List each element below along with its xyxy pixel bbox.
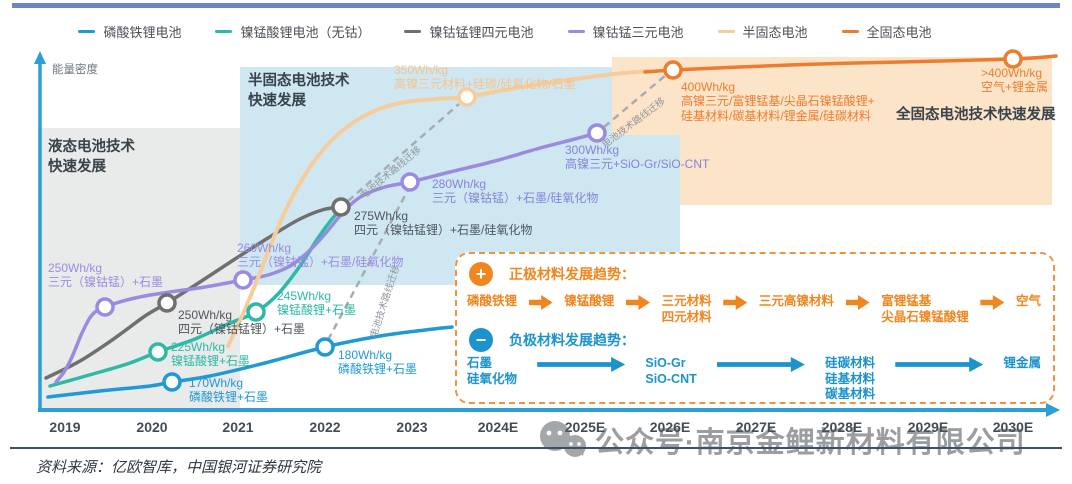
- series-ternary: [54, 131, 599, 384]
- trend-step: 空气: [1015, 294, 1041, 308]
- legend-label: 半固态电池: [742, 25, 808, 40]
- series-lfp-marker: [315, 337, 335, 357]
- chart-legend: 磷酸铁锂电池 镍锰酸锂电池（无钴） 镍钴锰锂四元电池 镍钴锰三元电池 半固态电池 全固态电…: [0, 22, 1010, 41]
- legend-swatch-icon: [404, 29, 422, 34]
- migration-dashed-line: [603, 74, 667, 128]
- legend-label: 全固态电池: [866, 25, 932, 40]
- series-ternary-marker: [233, 270, 253, 290]
- plus-icon: +: [469, 262, 493, 286]
- trend-step: 锂金属: [1003, 356, 1041, 370]
- legend-swatch-icon: [215, 29, 233, 34]
- migration-dashed-line: [326, 189, 410, 341]
- trend-step: 磷酸铁锂: [467, 294, 518, 308]
- series-solid-marker: [1003, 49, 1023, 69]
- series-quaternary-marker: [331, 197, 351, 217]
- cathode-trend-title: 正极材料发展趋势：: [509, 266, 635, 282]
- legend-swatch-icon: [567, 29, 585, 34]
- trend-step: 三元材料 四元材料: [661, 294, 712, 324]
- trend-arrow-icon: [723, 295, 748, 310]
- anode-trend-row: 石墨 硅氧化物 SiO-Gr SiO-CNT 硅碳材料 硅基材料 碳基材料 锂金属: [467, 356, 1041, 403]
- watermark: 公众号·南京金鲤新材料有限公司: [537, 419, 1026, 461]
- legend-item: 磷酸铁锂电池: [78, 22, 181, 41]
- series-lfp-marker: [162, 372, 182, 392]
- legend-label: 磷酸铁锂电池: [103, 25, 182, 40]
- source-divider: [10, 447, 1062, 449]
- x-axis-arrow: [1046, 403, 1060, 417]
- trend-arrow-icon: [528, 295, 553, 310]
- legend-item: 镍锰酸锂电池（无钴）: [215, 22, 370, 41]
- legend-swatch-icon: [78, 29, 96, 34]
- wechat-icon: [540, 421, 586, 457]
- series-lnmo-marker: [148, 342, 168, 362]
- migration-dashed-line: [347, 103, 460, 202]
- series-lfp: [46, 325, 454, 399]
- cathode-title-row: + 正极材料发展趋势：: [469, 262, 635, 286]
- series-solid-marker: [663, 60, 683, 80]
- legend-swatch-icon: [841, 29, 859, 34]
- legend-label: 镍钴锰三元电池: [592, 25, 684, 40]
- series-semi-solid-marker: [457, 87, 477, 107]
- trend-step: 镍锰酸锂: [564, 294, 615, 308]
- legend-swatch-icon: [717, 29, 735, 34]
- top-accent-bar: [12, 3, 1060, 8]
- legend-item: 全固态电池: [841, 22, 932, 41]
- trend-step: 三元高镍材料: [758, 294, 834, 308]
- cathode-trend-row: 磷酸铁锂 镍锰酸锂 三元材料 四元材料 三元高镍材料 富锂锰基 尖晶石镍锰酸锂 空气: [467, 294, 1041, 325]
- anode-trend-title: 负极材料发展趋势：: [509, 332, 635, 348]
- trend-step: 石墨 硅氧化物: [467, 356, 518, 386]
- trend-arrow-icon: [895, 357, 984, 372]
- series-quaternary: [44, 205, 343, 380]
- legend-item: 镍钴锰锂四元电池: [404, 22, 534, 41]
- legend-label: 镍锰酸锂电池（无钴）: [240, 25, 371, 40]
- series-ternary-marker: [95, 297, 115, 317]
- watermark-text: 公众号·南京金鲤新材料有限公司: [595, 427, 1026, 459]
- trend-step: SiO-Gr SiO-CNT: [645, 356, 697, 386]
- trend-arrow-icon: [980, 295, 1005, 310]
- series-ternary-marker: [400, 172, 420, 192]
- y-axis-arrow: [34, 51, 46, 64]
- trend-step: 硅碳材料 硅基材料 碳基材料: [825, 356, 876, 402]
- trend-arrow-icon: [625, 295, 650, 310]
- trend-step: 富锂锰基 尖晶石镍锰酸锂: [881, 294, 969, 324]
- source-text: 资料来源：亿欧智库，中国银河证券研究院: [36, 460, 322, 476]
- trend-arrow-icon: [537, 357, 626, 372]
- series-lnmo-marker: [246, 302, 266, 322]
- anode-title-row: − 负极材料发展趋势：: [469, 328, 635, 352]
- legend-item: 半固态电池: [717, 22, 808, 41]
- series-ternary-marker: [587, 123, 607, 143]
- series-quaternary-marker: [157, 293, 177, 313]
- material-trend-box: + 正极材料发展趋势： 磷酸铁锂 镍锰酸锂 三元材料 四元材料 三元高镍材料 富锂锰基 …: [455, 252, 1055, 404]
- region-solid: [612, 57, 1052, 205]
- trend-arrow-icon: [716, 357, 805, 372]
- legend-item: 镍钴锰三元电池: [567, 22, 684, 41]
- legend-label: 镍钴锰锂四元电池: [429, 25, 534, 40]
- series-semi-solid: [226, 69, 650, 348]
- trend-arrow-icon: [845, 295, 870, 310]
- minus-icon: −: [469, 328, 493, 352]
